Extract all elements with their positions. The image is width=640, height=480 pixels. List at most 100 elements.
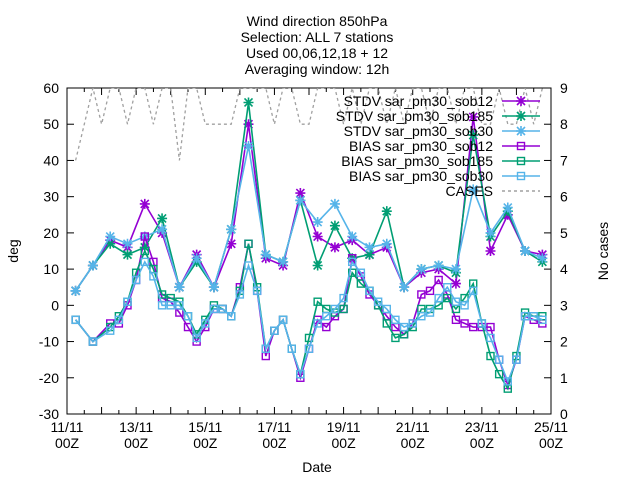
- data-point: [381, 206, 392, 217]
- data-point: [451, 297, 461, 306]
- data-point: [434, 275, 443, 285]
- data-point: [408, 319, 417, 328]
- data-point: [243, 119, 254, 130]
- data-point: [175, 301, 184, 310]
- data-point: [235, 290, 245, 299]
- data-point: [140, 246, 149, 256]
- data-point: [226, 238, 237, 249]
- series-2: [70, 140, 548, 296]
- legend-label: STDV sar_pm30_sob185: [336, 108, 493, 124]
- data-point: [244, 239, 253, 248]
- data-point: [516, 171, 526, 181]
- data-point: [149, 272, 158, 281]
- data-point: [191, 253, 202, 264]
- legend-label: STDV sar_pm30_sob30: [344, 123, 494, 139]
- data-point: [494, 355, 504, 364]
- data-point: [295, 188, 306, 199]
- series-line: [74, 88, 544, 161]
- data-point: [261, 344, 270, 353]
- y2-tick-label: 8: [560, 116, 568, 132]
- x-tick-label: 00Z: [539, 435, 564, 451]
- x-tick-label: 11/11: [51, 419, 84, 435]
- y2-tick-label: 2: [560, 334, 568, 350]
- data-point: [348, 268, 357, 277]
- data-point: [166, 301, 175, 310]
- data-point: [295, 195, 306, 206]
- data-point: [88, 337, 98, 346]
- data-point: [157, 224, 168, 235]
- data-point: [312, 231, 323, 242]
- x-tick-label: 00Z: [401, 435, 426, 451]
- data-point: [516, 126, 526, 136]
- data-point: [270, 326, 279, 335]
- data-point: [516, 111, 526, 121]
- data-point: [322, 312, 331, 321]
- y-tick-label: -30: [39, 406, 59, 422]
- data-point: [192, 333, 201, 343]
- data-point: [364, 242, 375, 253]
- data-point: [304, 344, 314, 353]
- data-point: [503, 377, 512, 386]
- data-point: [434, 293, 443, 303]
- y2-tick-label: 0: [560, 406, 568, 422]
- y-tick-label: 0: [51, 297, 59, 313]
- y-tick-label: 60: [43, 80, 59, 96]
- axes: -30-20-100102030405060012345678911/1100Z…: [39, 80, 568, 451]
- legend-label: BIAS sar_pm30_sob12: [349, 138, 493, 154]
- data-point: [417, 290, 426, 299]
- data-point: [529, 312, 538, 321]
- data-point: [485, 246, 496, 256]
- data-point: [520, 312, 530, 321]
- x-tick-label: 13/11: [119, 419, 153, 435]
- data-point: [451, 315, 461, 325]
- data-point: [260, 249, 271, 260]
- y-tick-label: -10: [39, 334, 59, 350]
- data-point: [174, 282, 185, 293]
- data-point: [443, 283, 452, 292]
- data-point: [468, 130, 479, 141]
- data-point: [460, 301, 469, 310]
- data-point: [218, 304, 227, 314]
- data-point: [381, 238, 392, 249]
- data-point: [131, 275, 141, 285]
- x-tick-label: 15/11: [188, 419, 222, 435]
- data-point: [512, 355, 521, 364]
- data-point: [399, 322, 409, 332]
- data-point: [477, 319, 487, 328]
- data-point: [382, 304, 391, 314]
- data-point: [365, 286, 374, 296]
- data-point: [105, 231, 116, 242]
- data-point: [356, 268, 366, 277]
- x-tick-label: 21/11: [396, 419, 430, 435]
- series-6: [74, 88, 544, 161]
- data-point: [348, 257, 357, 267]
- y2-tick-label: 3: [560, 297, 568, 313]
- data-point: [329, 220, 340, 231]
- data-point: [425, 286, 435, 296]
- series-4: [71, 239, 547, 393]
- x-tick-label: 23/11: [465, 419, 499, 435]
- data-point: [450, 278, 461, 289]
- data-point: [157, 213, 168, 224]
- data-point: [105, 238, 116, 249]
- y-tick-label: 30: [43, 189, 59, 205]
- data-point: [373, 297, 383, 306]
- data-point: [329, 242, 340, 253]
- data-point: [516, 96, 526, 106]
- x-tick-label: 25/11: [534, 419, 568, 435]
- legend-label: STDV sar_pm30_sob12: [344, 93, 494, 109]
- data-point: [468, 111, 479, 122]
- x-tick-label: 00Z: [124, 435, 149, 451]
- data-point: [87, 260, 98, 271]
- data-point: [278, 256, 289, 267]
- y-tick-label: 40: [43, 152, 59, 168]
- data-point: [139, 198, 150, 209]
- series-line: [74, 145, 543, 292]
- data-point: [486, 322, 495, 332]
- data-point: [157, 301, 167, 310]
- y2-tick-label: 4: [560, 261, 568, 277]
- data-point: [450, 264, 461, 275]
- data-point: [485, 227, 496, 238]
- series-5: [71, 257, 547, 386]
